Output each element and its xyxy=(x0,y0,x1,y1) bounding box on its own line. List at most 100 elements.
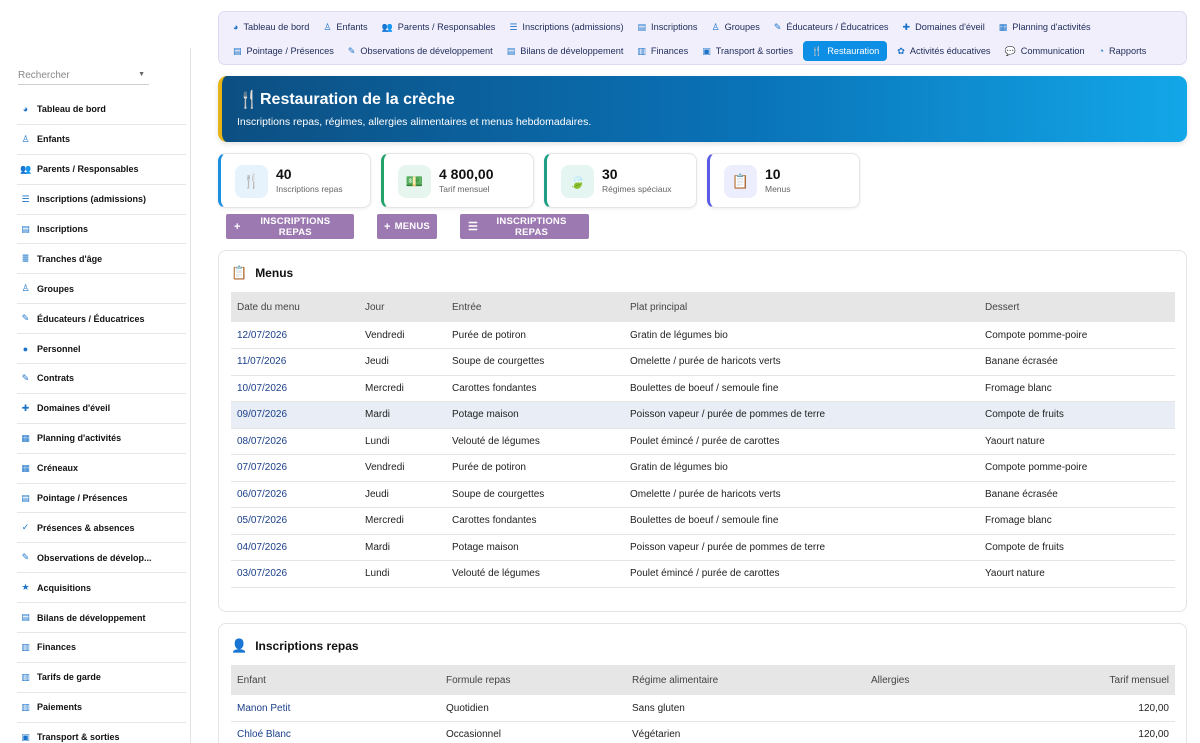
nav-tab-label: Activités éducatives xyxy=(909,46,991,56)
cell-date-du-menu[interactable]: 03/07/2026 xyxy=(231,560,359,588)
table-row[interactable]: 05/07/2026 Mercredi Carottes fondantes Boul… xyxy=(231,507,1175,535)
cell-date-du-menu[interactable]: 12/07/2026 xyxy=(231,322,359,349)
nav-tab-planning-d-activites[interactable]: ▦ Planning d'activités xyxy=(995,17,1095,37)
nav-tab-transport-sorties[interactable]: ▣ Transport & sorties xyxy=(698,41,797,61)
money-icon: ▥ xyxy=(21,641,30,652)
sidebar-item-groupes[interactable]: ♙ Groupes xyxy=(17,274,186,305)
nav-tab-label: Groupes xyxy=(724,22,760,32)
cell-plat-principal: Boulettes de boeuf / semoule fine xyxy=(624,375,979,402)
table-row[interactable]: Manon Petit Quotidien Sans gluten 120,00 xyxy=(231,695,1175,722)
nav-tab-activites-educatives[interactable]: ✿ Activités éducatives xyxy=(893,41,994,61)
column-header-formule-repas[interactable]: Formule repas xyxy=(440,665,626,695)
cell-date-du-menu[interactable]: 04/07/2026 xyxy=(231,534,359,561)
nav-tab-communication[interactable]: 💬 Communication xyxy=(1001,41,1089,61)
nav-tab-rapports[interactable]: ◔ Rapports xyxy=(1095,41,1151,61)
cell-entree: Purée de potiron xyxy=(446,322,624,349)
sidebar-item-bilans-de-developpement[interactable]: ▤ Bilans de développement xyxy=(17,603,186,634)
sidebar-item-tarifs-de-garde[interactable]: ▥ Tarifs de garde xyxy=(17,663,186,693)
search-input[interactable]: Rechercher xyxy=(18,70,70,81)
nav-tab-bilans-de-developpement[interactable]: ▤ Bilans de développement xyxy=(503,41,628,61)
sidebar-item-creneaux[interactable]: ▦ Créneaux xyxy=(17,454,186,484)
column-header-plat-principal[interactable]: Plat principal xyxy=(624,292,979,322)
add-inscriptions-repas-button[interactable]: + INSCRIPTIONS REPAS xyxy=(226,214,354,239)
column-header-jour[interactable]: Jour xyxy=(359,292,446,322)
nav-tab-label: Éducateurs / Éducatrices xyxy=(786,22,889,32)
table-row[interactable]: 10/07/2026 Mercredi Carottes fondantes Boul… xyxy=(231,375,1175,402)
nav-tab-finances[interactable]: ▥ Finances xyxy=(633,41,692,61)
stat-label: Menus xyxy=(765,184,791,194)
sidebar-search[interactable]: Rechercher ▼ xyxy=(18,66,149,85)
table-row[interactable]: 03/07/2026 Lundi Velouté de légumes Poulet … xyxy=(231,560,1175,588)
top-nav-row-2: ▤ Pointage / Présences ✎ Observations de dé… xyxy=(229,40,1156,62)
nav-tab-groupes[interactable]: ♙ Groupes xyxy=(708,17,764,37)
table-row[interactable]: 04/07/2026 Mardi Potage maison Poisson vape… xyxy=(231,534,1175,561)
nav-tab-educateurs-educatrices[interactable]: ✎ Éducateurs / Éducatrices xyxy=(770,17,893,37)
nav-tab-enfants[interactable]: ♙ Enfants xyxy=(319,17,371,37)
nav-tab-inscriptions-admissions[interactable]: ☰ Inscriptions (admissions) xyxy=(505,17,627,37)
cell-entree: Soupe de courgettes xyxy=(446,348,624,376)
sidebar-item-tableau-de-bord[interactable]: ◕ Tableau de bord xyxy=(17,95,186,125)
cell-date-du-menu[interactable]: 09/07/2026 xyxy=(231,401,359,429)
cell-date-du-menu[interactable]: 07/07/2026 xyxy=(231,454,359,482)
sidebar-item-planning-d-activites[interactable]: ▦ Planning d'activités xyxy=(17,424,186,454)
cell-date-du-menu[interactable]: 05/07/2026 xyxy=(231,507,359,535)
sidebar-item-domaines-d-eveil[interactable]: ✚ Domaines d'éveil xyxy=(17,394,186,424)
sidebar-item-contrats[interactable]: ✎ Contrats xyxy=(17,364,186,394)
sidebar-item-label: Parents / Responsables xyxy=(37,164,139,175)
sidebar-item-paiements[interactable]: ▥ Paiements xyxy=(17,693,186,723)
cell-tarif-mensuel: 120,00 xyxy=(1025,721,1175,743)
table-row[interactable]: 07/07/2026 Vendredi Purée de potiron Gratin… xyxy=(231,454,1175,482)
cell-enfant[interactable]: Chloé Blanc xyxy=(231,721,440,743)
cell-jour: Lundi xyxy=(359,428,446,455)
sidebar-item-parents-responsables[interactable]: 👥 Parents / Responsables xyxy=(17,155,186,185)
nav-tab-restauration[interactable]: 🍴 Restauration xyxy=(802,41,888,61)
column-header-allergies[interactable]: Allergies xyxy=(865,665,1025,695)
table-row[interactable]: 12/07/2026 Vendredi Purée de potiron Gratin… xyxy=(231,322,1175,349)
nav-tab-parents-responsables[interactable]: 👥 Parents / Responsables xyxy=(378,17,500,37)
nav-tab-observations-de-developpement[interactable]: ✎ Observations de développement xyxy=(344,41,497,61)
sidebar-item-observations-de-develop[interactable]: ✎ Observations de dévelop... xyxy=(17,543,186,574)
column-header-entree[interactable]: Entrée xyxy=(446,292,624,322)
sidebar-item-label: Transport & sorties xyxy=(37,732,120,743)
cell-plat-principal: Omelette / purée de haricots verts xyxy=(624,348,979,376)
column-header-enfant[interactable]: Enfant xyxy=(231,665,440,695)
cell-jour: Mercredi xyxy=(359,507,446,535)
nav-tab-pointage-presences[interactable]: ▤ Pointage / Présences xyxy=(229,41,338,61)
column-header-dessert[interactable]: Dessert xyxy=(979,292,1175,322)
chevron-down-icon[interactable]: ▼ xyxy=(138,71,145,78)
sidebar-item-personnel[interactable]: ● Personnel xyxy=(17,334,186,365)
cell-date-du-menu[interactable]: 10/07/2026 xyxy=(231,375,359,402)
sidebar-item-inscriptions[interactable]: ▤ Inscriptions xyxy=(17,215,186,245)
column-header-date-du-menu[interactable]: Date du menu xyxy=(231,292,359,322)
top-nav-row-1: ◕ Tableau de bord ♙ Enfants 👥 Parents / Respo… xyxy=(229,16,1101,38)
table-row[interactable]: 11/07/2026 Jeudi Soupe de courgettes Omelet… xyxy=(231,348,1175,376)
sidebar-item-acquisitions[interactable]: ★ Acquisitions xyxy=(17,573,186,604)
table-row[interactable]: Chloé Blanc Occasionnel Végétarien 120,00 xyxy=(231,721,1175,743)
cell-date-du-menu[interactable]: 11/07/2026 xyxy=(231,348,359,376)
calendar-icon: ▦ xyxy=(21,432,30,443)
nav-tab-inscriptions[interactable]: ▤ Inscriptions xyxy=(634,17,702,37)
sidebar-item-tranches-d-age[interactable]: ≣ Tranches d'âge xyxy=(17,244,186,275)
sidebar-item-transport-sorties[interactable]: ▣ Transport & sorties xyxy=(17,723,186,743)
sidebar-item-inscriptions-admissions[interactable]: ☰ Inscriptions (admissions) xyxy=(17,185,186,215)
nav-tab-tableau-de-bord[interactable]: ◕ Tableau de bord xyxy=(229,17,313,37)
column-header-regime-alimentaire[interactable]: Régime alimentaire xyxy=(626,665,865,695)
sidebar-item-presences-absences[interactable]: ✓ Présences & absences xyxy=(17,513,186,544)
sidebar-item-educateurs-educatrices[interactable]: ✎ Éducateurs / Éducatrices xyxy=(17,304,186,335)
cell-date-du-menu[interactable]: 08/07/2026 xyxy=(231,428,359,455)
cell-enfant[interactable]: Manon Petit xyxy=(231,695,440,722)
nav-tab-domaines-d-eveil[interactable]: ✚ Domaines d'éveil xyxy=(899,17,989,37)
stat-value: 10 xyxy=(765,166,781,182)
table-row[interactable]: 06/07/2026 Jeudi Soupe de courgettes Omelet… xyxy=(231,481,1175,508)
table-row[interactable]: 08/07/2026 Lundi Velouté de légumes Poulet … xyxy=(231,428,1175,455)
sidebar-item-pointage-presences[interactable]: ▤ Pointage / Présences xyxy=(17,484,186,514)
sidebar-item-enfants[interactable]: ♙ Enfants xyxy=(17,125,186,155)
stat-card-regimes-speciaux: 🍃 30 Régimes spéciaux xyxy=(544,153,697,208)
cell-date-du-menu[interactable]: 06/07/2026 xyxy=(231,481,359,508)
table-row[interactable]: 09/07/2026 Mardi Potage maison Poisson vape… xyxy=(231,401,1175,429)
add-menus-button[interactable]: + MENUS xyxy=(377,214,437,239)
sidebar-item-finances[interactable]: ▥ Finances xyxy=(17,633,186,663)
list-inscriptions-repas-button[interactable]: ☰ INSCRIPTIONS REPAS xyxy=(460,214,589,239)
page-subtitle: Inscriptions repas, régimes, allergies a… xyxy=(237,116,592,128)
column-header-tarif-mensuel[interactable]: Tarif mensuel xyxy=(1025,665,1175,695)
